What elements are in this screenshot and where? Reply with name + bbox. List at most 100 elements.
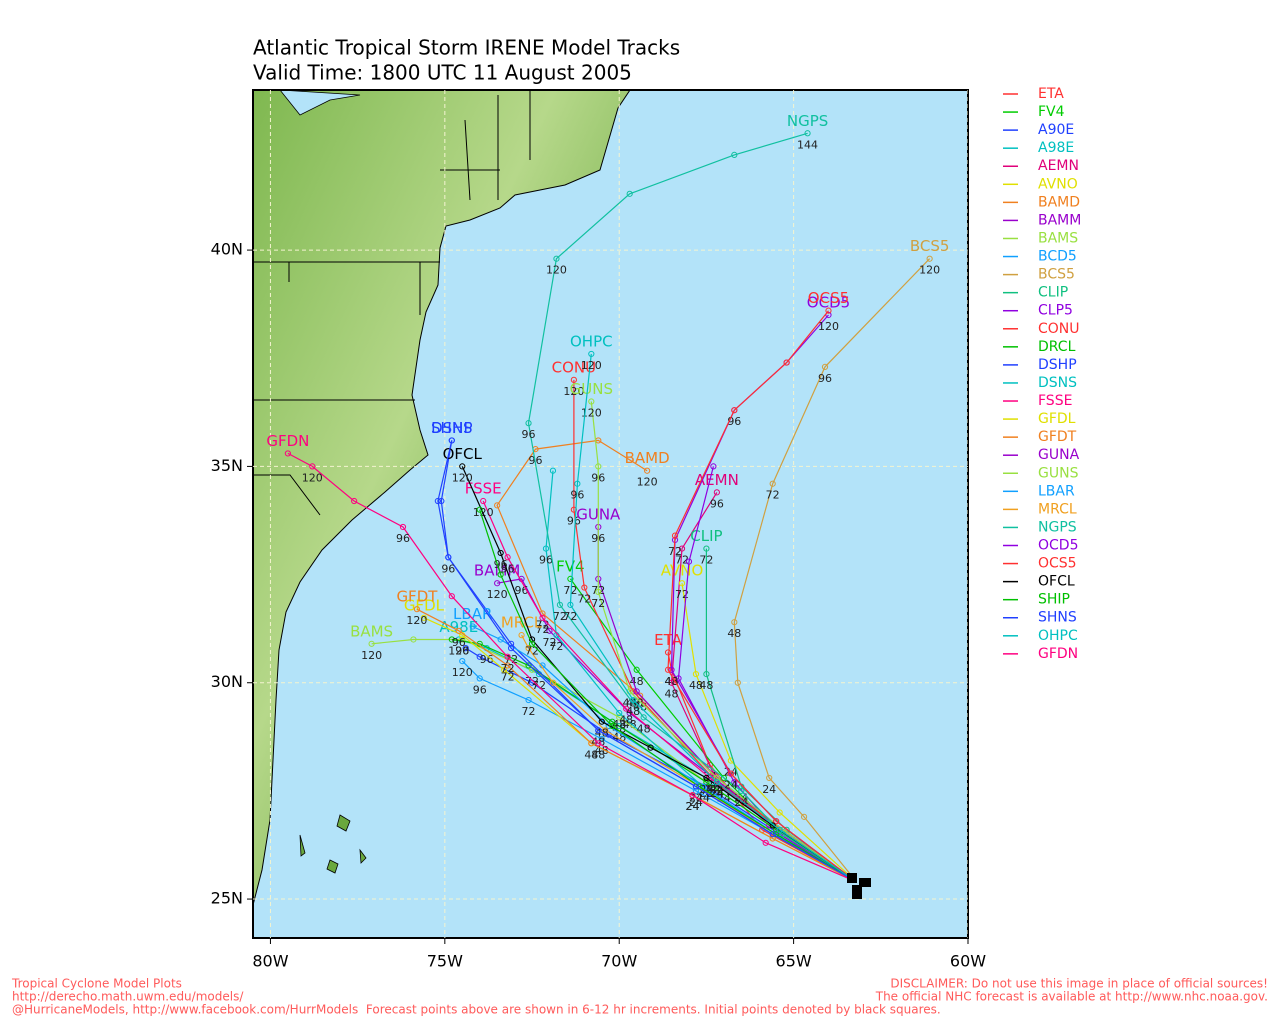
footer-left: http://derecho.math.uwm.edu/models/ bbox=[12, 990, 244, 1004]
track-point bbox=[581, 584, 588, 591]
hour-label: 72 bbox=[553, 610, 567, 623]
track-point bbox=[525, 696, 532, 704]
track-point bbox=[671, 532, 679, 539]
y-tick-label: 30N bbox=[211, 672, 243, 691]
hour-label: 120 bbox=[452, 471, 473, 484]
hour-label: 48 bbox=[612, 722, 626, 735]
track-point bbox=[664, 649, 672, 656]
legend-label: OCD5 bbox=[1038, 538, 1078, 554]
track-point bbox=[368, 640, 375, 647]
hour-label: 120 bbox=[452, 666, 473, 679]
legend-label: BAMS bbox=[1038, 230, 1078, 246]
track-point bbox=[825, 311, 832, 319]
track-point bbox=[630, 696, 637, 704]
track-point bbox=[776, 809, 783, 816]
track-label: ETA bbox=[654, 631, 682, 649]
track-point bbox=[598, 718, 605, 725]
hour-label: 120 bbox=[637, 476, 658, 489]
hour-label: 120 bbox=[581, 359, 602, 372]
track-point bbox=[420, 614, 428, 621]
track-point bbox=[710, 463, 717, 470]
hour-label: 72 bbox=[577, 593, 591, 606]
track-point bbox=[769, 822, 776, 829]
hour-label: 72 bbox=[549, 640, 563, 653]
hour-label: 96 bbox=[452, 636, 466, 649]
track-point bbox=[825, 307, 832, 314]
track-point bbox=[616, 709, 623, 717]
track-point bbox=[821, 363, 829, 370]
track-point bbox=[459, 658, 466, 665]
track-label: OFCL bbox=[443, 445, 483, 463]
hour-label: 24 bbox=[710, 783, 724, 796]
hour-label: 96 bbox=[473, 683, 487, 696]
track-point bbox=[539, 614, 546, 621]
track-point bbox=[476, 675, 483, 682]
legend-label: GFDN bbox=[1038, 646, 1078, 662]
x-tick-label: 80W bbox=[252, 952, 288, 971]
track-point bbox=[731, 779, 738, 786]
track-point bbox=[731, 619, 738, 626]
track-point bbox=[494, 502, 501, 509]
legend-label: SHNS bbox=[1038, 610, 1077, 626]
track-point bbox=[497, 571, 504, 578]
y-tick-label: 40N bbox=[211, 240, 243, 259]
legend-label: CONU bbox=[1038, 321, 1080, 337]
legend-label: AEMN bbox=[1038, 158, 1079, 174]
track-point bbox=[501, 666, 508, 673]
hour-label: 96 bbox=[396, 532, 410, 545]
hour-label: 120 bbox=[818, 320, 839, 333]
track-point bbox=[507, 645, 515, 652]
track-point bbox=[713, 779, 720, 786]
track-point bbox=[640, 714, 647, 721]
track-point bbox=[668, 666, 675, 673]
hour-label: 72 bbox=[699, 554, 713, 567]
hour-label: 72 bbox=[542, 636, 556, 649]
track-point bbox=[588, 350, 595, 358]
track-point bbox=[448, 636, 455, 643]
track-point bbox=[574, 480, 581, 487]
track-point bbox=[497, 636, 504, 643]
legend-label: CLIP bbox=[1038, 285, 1068, 301]
track-line bbox=[681, 583, 857, 883]
hour-label: 72 bbox=[535, 623, 549, 636]
track-point bbox=[773, 818, 780, 825]
track-point bbox=[528, 640, 536, 647]
track-point bbox=[549, 679, 557, 686]
hour-label: 72 bbox=[501, 670, 515, 683]
hour-label: 96 bbox=[567, 515, 581, 528]
track-point bbox=[633, 666, 640, 673]
chart-title: Atlantic Tropical Storm IRENE Model Trac… bbox=[253, 36, 680, 60]
hour-label: 72 bbox=[563, 584, 577, 597]
track-point bbox=[588, 740, 595, 747]
track-point bbox=[703, 670, 710, 678]
track-label: OCS5 bbox=[808, 289, 849, 307]
track-point bbox=[413, 606, 421, 613]
track-label: SHNS bbox=[431, 419, 473, 437]
x-tick-label: 65W bbox=[776, 952, 812, 971]
legend-label: GUNS bbox=[1038, 465, 1079, 481]
hour-label: 96 bbox=[455, 644, 469, 657]
track-point bbox=[678, 580, 686, 587]
model-track: 24 48 72 96 120 BCS5 bbox=[727, 237, 949, 883]
track-point bbox=[462, 645, 469, 652]
track-point bbox=[644, 467, 651, 474]
track-point bbox=[727, 770, 734, 777]
track-point bbox=[783, 359, 790, 366]
track-point bbox=[459, 636, 466, 643]
legend-label: OFCL bbox=[1038, 574, 1075, 590]
track-point bbox=[762, 839, 769, 846]
track-point bbox=[926, 255, 933, 262]
track-point bbox=[455, 627, 462, 634]
hour-label: 120 bbox=[406, 614, 427, 627]
track-point bbox=[598, 735, 605, 743]
hour-label: 24 bbox=[710, 783, 724, 796]
hour-label: 48 bbox=[630, 675, 644, 688]
track-point bbox=[692, 787, 700, 794]
track-label: GFDT bbox=[396, 588, 438, 606]
track-point bbox=[626, 190, 633, 197]
track-point bbox=[689, 792, 696, 799]
hour-label: 72 bbox=[525, 675, 539, 688]
hour-label: 48 bbox=[727, 627, 741, 640]
track-point bbox=[713, 489, 720, 496]
